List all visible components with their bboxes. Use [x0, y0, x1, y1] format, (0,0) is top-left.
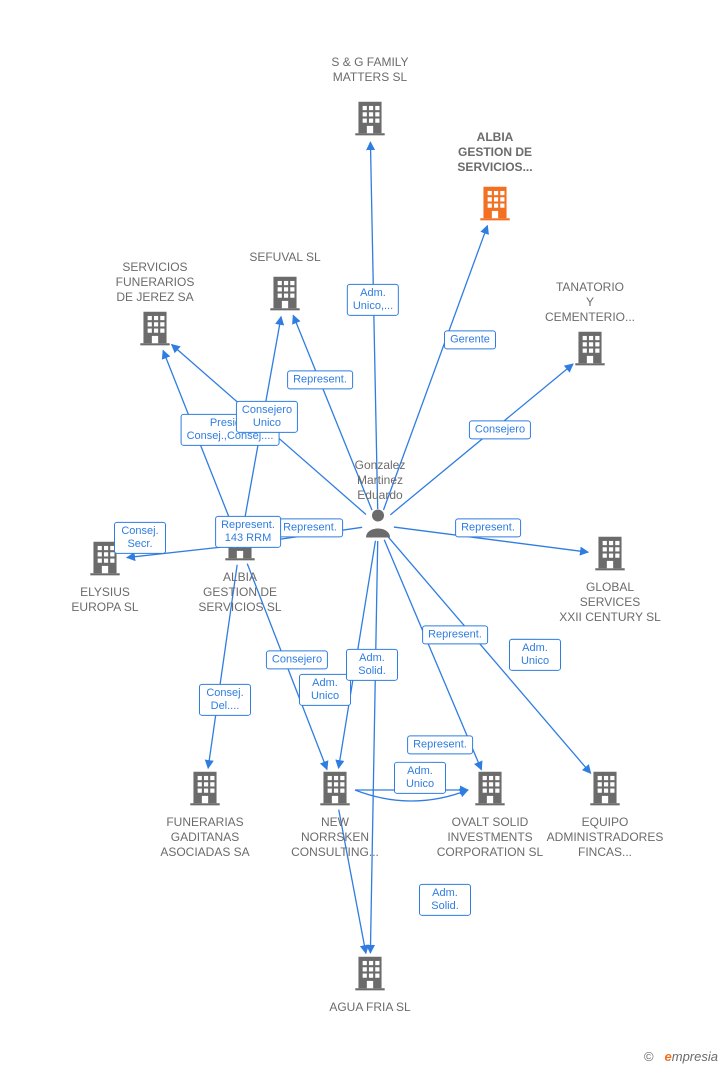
company-label-albia_left: ALBIA GESTION DE SERVICIOS SL: [198, 570, 281, 615]
edge-label: Represent.: [455, 518, 521, 537]
company-node-aguafria[interactable]: [354, 955, 386, 996]
edge-label: Represent.: [277, 518, 343, 537]
company-node-sefuval[interactable]: [269, 275, 301, 316]
company-label-elysius: ELYSIUS EUROPA SL: [71, 585, 138, 615]
company-node-albia_top[interactable]: [479, 185, 511, 226]
company-node-global[interactable]: [594, 535, 626, 576]
person-icon[interactable]: [364, 508, 392, 543]
edge-label: Adm. Unico: [394, 762, 446, 794]
edge-label: Adm. Unico,...: [347, 284, 399, 316]
edge-label: Consejero: [266, 650, 328, 669]
brand-rest: mpresia: [672, 1049, 718, 1064]
edge-label: Represent.: [422, 625, 488, 644]
company-label-tanatorio: TANATORIO Y CEMENTERIO...: [545, 280, 635, 325]
edge-label: Consej. Secr.: [114, 522, 166, 554]
edge-label: Gerente: [444, 330, 496, 349]
company-label-ovalt: OVALT SOLID INVESTMENTS CORPORATION SL: [437, 815, 543, 860]
company-label-albia_top: ALBIA GESTION DE SERVICIOS...: [457, 130, 532, 175]
company-node-equipo[interactable]: [589, 770, 621, 811]
footer-brand: © empresia: [644, 1049, 718, 1064]
person-label: Gonzalez Martinez Eduardo: [355, 458, 406, 503]
edge-label: Consejero Unico: [236, 401, 298, 433]
company-node-sgfamily[interactable]: [354, 100, 386, 141]
edge-label: Consej. Del....: [199, 684, 251, 716]
edge-label: Represent.: [407, 735, 473, 754]
edge-line: [370, 142, 377, 509]
company-label-aguafria: AGUA FRIA SL: [329, 1000, 410, 1015]
company-node-norrsken[interactable]: [319, 770, 351, 811]
company-label-global: GLOBAL SERVICES XXII CENTURY SL: [559, 580, 661, 625]
company-node-tanatorio[interactable]: [574, 330, 606, 371]
company-label-gaditanas: FUNERARIAS GADITANAS ASOCIADAS SA: [160, 815, 249, 860]
edge-label: Adm. Unico: [509, 639, 561, 671]
edge-label: Adm. Solid.: [346, 649, 398, 681]
edge-label: Adm. Solid.: [419, 884, 471, 916]
edge-label: Adm. Unico: [299, 674, 351, 706]
company-node-gaditanas[interactable]: [189, 770, 221, 811]
company-label-sgfamily: S & G FAMILY MATTERS SL: [331, 55, 408, 85]
edge-label: Represent.: [287, 370, 353, 389]
edge-line: [370, 541, 377, 953]
edge-label: Represent. 143 RRM: [215, 516, 281, 548]
brand-e: e: [665, 1049, 672, 1064]
company-label-norrsken: NEW NORRSKEN CONSULTING...: [291, 815, 379, 860]
company-node-ovalt[interactable]: [474, 770, 506, 811]
company-node-jerez[interactable]: [139, 310, 171, 351]
copyright-symbol: ©: [644, 1049, 654, 1064]
company-label-sefuval: SEFUVAL SL: [249, 250, 320, 265]
edge-label: Consejero: [469, 420, 531, 439]
company-label-jerez: SERVICIOS FUNERARIOS DE JEREZ SA: [116, 260, 195, 305]
company-label-equipo: EQUIPO ADMINISTRADORES FINCAS...: [547, 815, 664, 860]
